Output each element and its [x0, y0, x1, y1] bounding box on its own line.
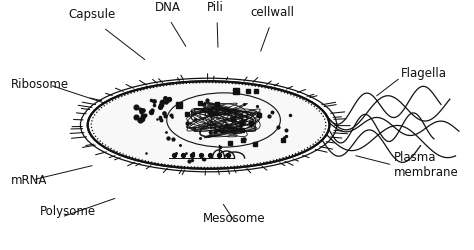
Text: Ribosome: Ribosome [10, 78, 69, 92]
Text: Polysome: Polysome [40, 204, 96, 218]
Text: Plasma
membrane: Plasma membrane [393, 151, 458, 179]
Text: Pili: Pili [207, 1, 224, 14]
Text: Mesosome: Mesosome [203, 212, 266, 225]
Ellipse shape [88, 81, 329, 169]
Text: Capsule: Capsule [69, 8, 116, 21]
Text: cellwall: cellwall [251, 6, 294, 19]
Text: DNA: DNA [155, 1, 181, 14]
Text: Flagella: Flagella [401, 67, 447, 80]
Text: mRNA: mRNA [10, 174, 47, 186]
